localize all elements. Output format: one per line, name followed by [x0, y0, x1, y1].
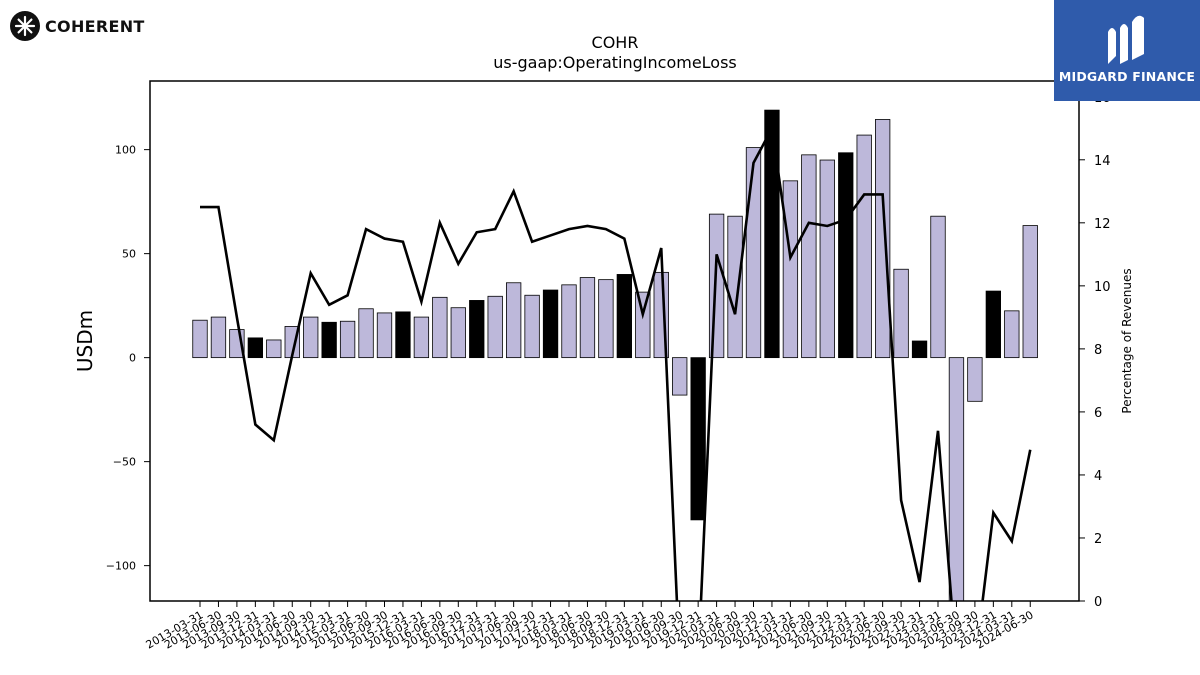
y2-tick-label: 2 [1094, 532, 1102, 547]
bar-2022-03-31 [856, 134, 872, 359]
y-tick-label: 100 [115, 144, 136, 157]
bar-2016-03-31 [413, 316, 430, 359]
y2-axis-label: Percentage of Revenues [1120, 268, 1134, 413]
bar-2023-06-30 [948, 357, 965, 601]
y-axis-left: −100 −50 0 50 100 [106, 144, 150, 573]
chart-subtitle: us-gaap:OperatingIncomeLoss [493, 53, 737, 72]
bar-2015-12-31 [395, 311, 411, 359]
bar-2017-09-30 [524, 294, 540, 359]
y-tick-label: 0 [129, 352, 136, 365]
bar-2016-06-30 [432, 296, 448, 359]
bar-2016-09-30 [450, 307, 466, 359]
midgard-mark-icon [1108, 15, 1144, 64]
y2-tick-label: 10 [1094, 280, 1111, 295]
y2-tick-label: 14 [1094, 154, 1111, 169]
bar-2022-06-30 [875, 119, 891, 359]
midgard-wordmark: MIDGARD FINANCE [1058, 69, 1196, 84]
y-axis-label: USDm [73, 310, 97, 372]
bar-2022-09-30 [893, 268, 909, 359]
bar-2019-12-31 [690, 357, 706, 521]
y-tick-label: −50 [113, 456, 136, 469]
bar-2023-09-30 [967, 357, 983, 402]
bar-2021-03-31 [782, 180, 799, 359]
bar-2013-03-31 [192, 319, 208, 359]
bar-2022-12-31 [911, 340, 928, 359]
bar-2018-09-30 [598, 279, 614, 359]
bar-2020-06-30 [727, 215, 743, 359]
bar-2021-12-31 [838, 152, 854, 359]
y2-tick-label: 4 [1094, 469, 1102, 484]
plot-area [192, 109, 1038, 601]
bar-2018-06-30 [579, 277, 596, 359]
bar-2023-12-31 [985, 290, 1001, 359]
y2-tick-label: 8 [1094, 343, 1102, 358]
bar-2017-12-31 [542, 289, 559, 359]
bar-2013-12-31 [247, 337, 264, 359]
percentage-of-revenues-line [200, 124, 1032, 601]
bar-2023-03-31 [930, 215, 946, 359]
bar-2013-06-30 [210, 316, 227, 359]
bar-2018-03-31 [561, 284, 577, 359]
midgard-finance-logo: MIDGARD FINANCE [1054, 0, 1200, 101]
y-axis-right: 0246810121416 [1079, 91, 1111, 610]
bar-2024-03-31 [1004, 310, 1020, 359]
bar-2019-03-31 [635, 291, 651, 359]
bar-2015-06-30 [358, 308, 374, 359]
bar-2020-09-30 [745, 147, 762, 359]
bar-2016-12-31 [469, 300, 485, 359]
bar-2021-09-30 [819, 159, 835, 359]
y2-tick-label: 0 [1094, 595, 1102, 610]
bar-2015-03-31 [339, 320, 356, 359]
bar-2014-09-30 [303, 316, 319, 359]
coherent-wordmark: COHERENT [45, 16, 145, 36]
bar-2017-03-31 [487, 295, 503, 359]
bar-2019-09-30 [672, 357, 688, 396]
bar-2014-12-31 [321, 321, 337, 359]
coherent-logo: COHERENT [10, 10, 145, 42]
chart-title: COHR [592, 33, 639, 52]
bar-2024-06-30 [1022, 225, 1038, 359]
y2-tick-label: 6 [1094, 406, 1102, 421]
x-axis: 2013-03-312013-06-302013-09-302013-12-31… [144, 601, 1036, 652]
bar-2017-06-30 [505, 282, 522, 359]
y-tick-label: 50 [122, 248, 136, 261]
bar-2015-09-30 [376, 312, 393, 359]
bar-2021-06-30 [801, 154, 817, 359]
y-tick-label: −100 [106, 560, 136, 573]
bar-2018-12-31 [616, 274, 632, 359]
y2-tick-label: 12 [1094, 217, 1111, 232]
coherent-starburst-icon [10, 11, 40, 41]
plot-frame [149, 80, 1080, 602]
bar-2014-03-31 [266, 339, 282, 359]
bar-2020-12-31 [764, 109, 780, 359]
bar-2020-03-31 [708, 213, 725, 359]
